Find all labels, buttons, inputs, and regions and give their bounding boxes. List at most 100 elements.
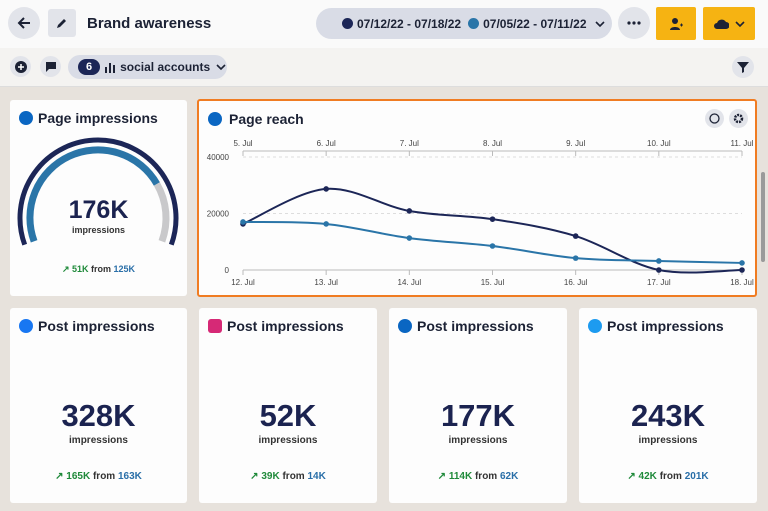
- y-tick-label: 40000: [207, 153, 230, 162]
- date-range: 07/12/22 - 07/18/22: [357, 16, 462, 31]
- kpi-change: ↗ 51K from 125K: [61, 264, 136, 274]
- scrollbar[interactable]: [761, 172, 765, 262]
- data-point: [489, 216, 496, 222]
- x-tick-label: 16. Jul: [564, 278, 588, 287]
- back-button[interactable]: [8, 7, 40, 39]
- x-top-tick-label: 10. Jul: [647, 139, 671, 148]
- kpi-value: 52K: [259, 398, 317, 433]
- from-text: from: [474, 471, 498, 482]
- change-value: 39K: [261, 471, 280, 482]
- chart-title: Page reach: [229, 111, 304, 127]
- kpi-unit: impressions: [258, 435, 318, 446]
- data-point: [572, 233, 579, 239]
- kpi-change: ↗ 114K from 62K: [437, 471, 519, 482]
- data-point: [572, 255, 579, 261]
- x-top-tick-label: 9. Jul: [566, 139, 585, 148]
- x-tick-label: 18. Jul: [730, 278, 754, 287]
- user-add-icon: [670, 17, 683, 30]
- card-title: Post impressions: [38, 318, 155, 334]
- from-text: from: [659, 471, 682, 482]
- settings-icon: [733, 113, 744, 124]
- data-point: [406, 208, 413, 214]
- x-tick-label: 13. Jul: [314, 278, 338, 287]
- filter-button[interactable]: [732, 56, 754, 78]
- filter-icon: [737, 62, 749, 73]
- date-range-picker[interactable]: 07/12/22 - 07/18/22 07/05/22 - 07/11/22: [316, 8, 612, 39]
- x-tick-label: 12. Jul: [231, 278, 255, 287]
- help-icon: [709, 113, 720, 124]
- date-range: 07/05/22 - 07/11/22: [483, 16, 587, 31]
- add-icon: [14, 60, 27, 73]
- kpi-change: ↗ 39K from 14K: [250, 471, 326, 482]
- bar-icon: [105, 62, 116, 73]
- accounts-label: social accounts: [120, 60, 211, 74]
- more-button[interactable]: [618, 7, 650, 39]
- from-text: from: [282, 471, 305, 482]
- linkedin-icon: [19, 111, 33, 125]
- y-tick-label: 20000: [207, 210, 230, 219]
- y-tick-label: 0: [225, 266, 230, 275]
- data-point: [739, 267, 745, 273]
- download-button[interactable]: [703, 7, 755, 40]
- previous-value: 125K: [113, 264, 136, 274]
- kpi-card: Post impressions 243K impressions ↗ 42K …: [579, 308, 757, 503]
- previous-value: 14K: [307, 471, 326, 482]
- kpi-change: ↗ 165K from 163K: [55, 471, 142, 482]
- chevron: [594, 20, 605, 27]
- change-value: 51K: [71, 264, 89, 274]
- card-title: Post impressions: [607, 318, 724, 334]
- kpi-card: Post impressions 328K impressions ↗ 165K…: [10, 308, 187, 503]
- kpi-value: 177K: [440, 398, 516, 433]
- kpi-value: 243K: [630, 398, 706, 433]
- x-tick-label: 15. Jul: [481, 278, 505, 287]
- kpi-card: Post impressions 52K impressions ↗ 39K f…: [199, 308, 377, 503]
- gauge-current: [26, 146, 160, 243]
- x-top-tick-label: 11. Jul: [731, 139, 754, 148]
- page-title: Brand awareness: [87, 15, 212, 32]
- cloud-icon: [714, 19, 729, 29]
- gauge: [17, 137, 179, 246]
- data-point: [323, 186, 329, 192]
- previous-value: 201K: [684, 471, 709, 482]
- data-point: [656, 258, 662, 264]
- gauge-outer: [17, 137, 179, 246]
- card-title: Post impressions: [227, 318, 344, 334]
- card-title: Post impressions: [417, 318, 534, 334]
- data-point: [323, 221, 329, 227]
- x-tick-label: 17. Jul: [647, 278, 671, 287]
- x-top-tick-label: 8. Jul: [483, 139, 502, 148]
- series-line: [242, 187, 743, 274]
- add-button[interactable]: [10, 56, 31, 77]
- help-button[interactable]: [705, 109, 724, 128]
- comment-icon: [45, 61, 56, 72]
- comment-button[interactable]: [40, 56, 61, 77]
- x-tick-label: 14. Jul: [398, 278, 422, 287]
- x-top-tick-label: 7. Jul: [400, 139, 419, 148]
- legend-swatch: [342, 18, 353, 29]
- gauge-rest: [153, 182, 170, 243]
- accounts-filter[interactable]: 6 social accounts: [68, 55, 227, 79]
- data-point: [656, 267, 662, 273]
- account-count: 6: [78, 59, 101, 75]
- linkedin-icon: [398, 319, 412, 333]
- legend-swatch: [468, 18, 480, 29]
- previous-value: 62K: [499, 471, 519, 482]
- top-bar: Brand awareness 07/12/22 - 07/18/22 07/0…: [0, 0, 768, 48]
- kpi-unit: impressions: [71, 225, 126, 235]
- share-button[interactable]: [656, 7, 696, 40]
- x-top-tick-label: 5. Jul: [233, 139, 252, 148]
- data-point: [240, 219, 246, 225]
- back-icon: [17, 17, 30, 29]
- instagram-icon: [208, 319, 222, 333]
- change-value: 165K: [66, 471, 91, 482]
- twitter-icon: [588, 319, 602, 333]
- chart-card: Page reach: [197, 99, 757, 297]
- chevron: [216, 64, 226, 71]
- change-value: 114K: [448, 471, 473, 482]
- kpi-value: 176K: [68, 196, 129, 224]
- previous-value: 163K: [117, 471, 142, 482]
- edit-button[interactable]: [48, 9, 76, 37]
- settings-button[interactable]: [729, 109, 748, 128]
